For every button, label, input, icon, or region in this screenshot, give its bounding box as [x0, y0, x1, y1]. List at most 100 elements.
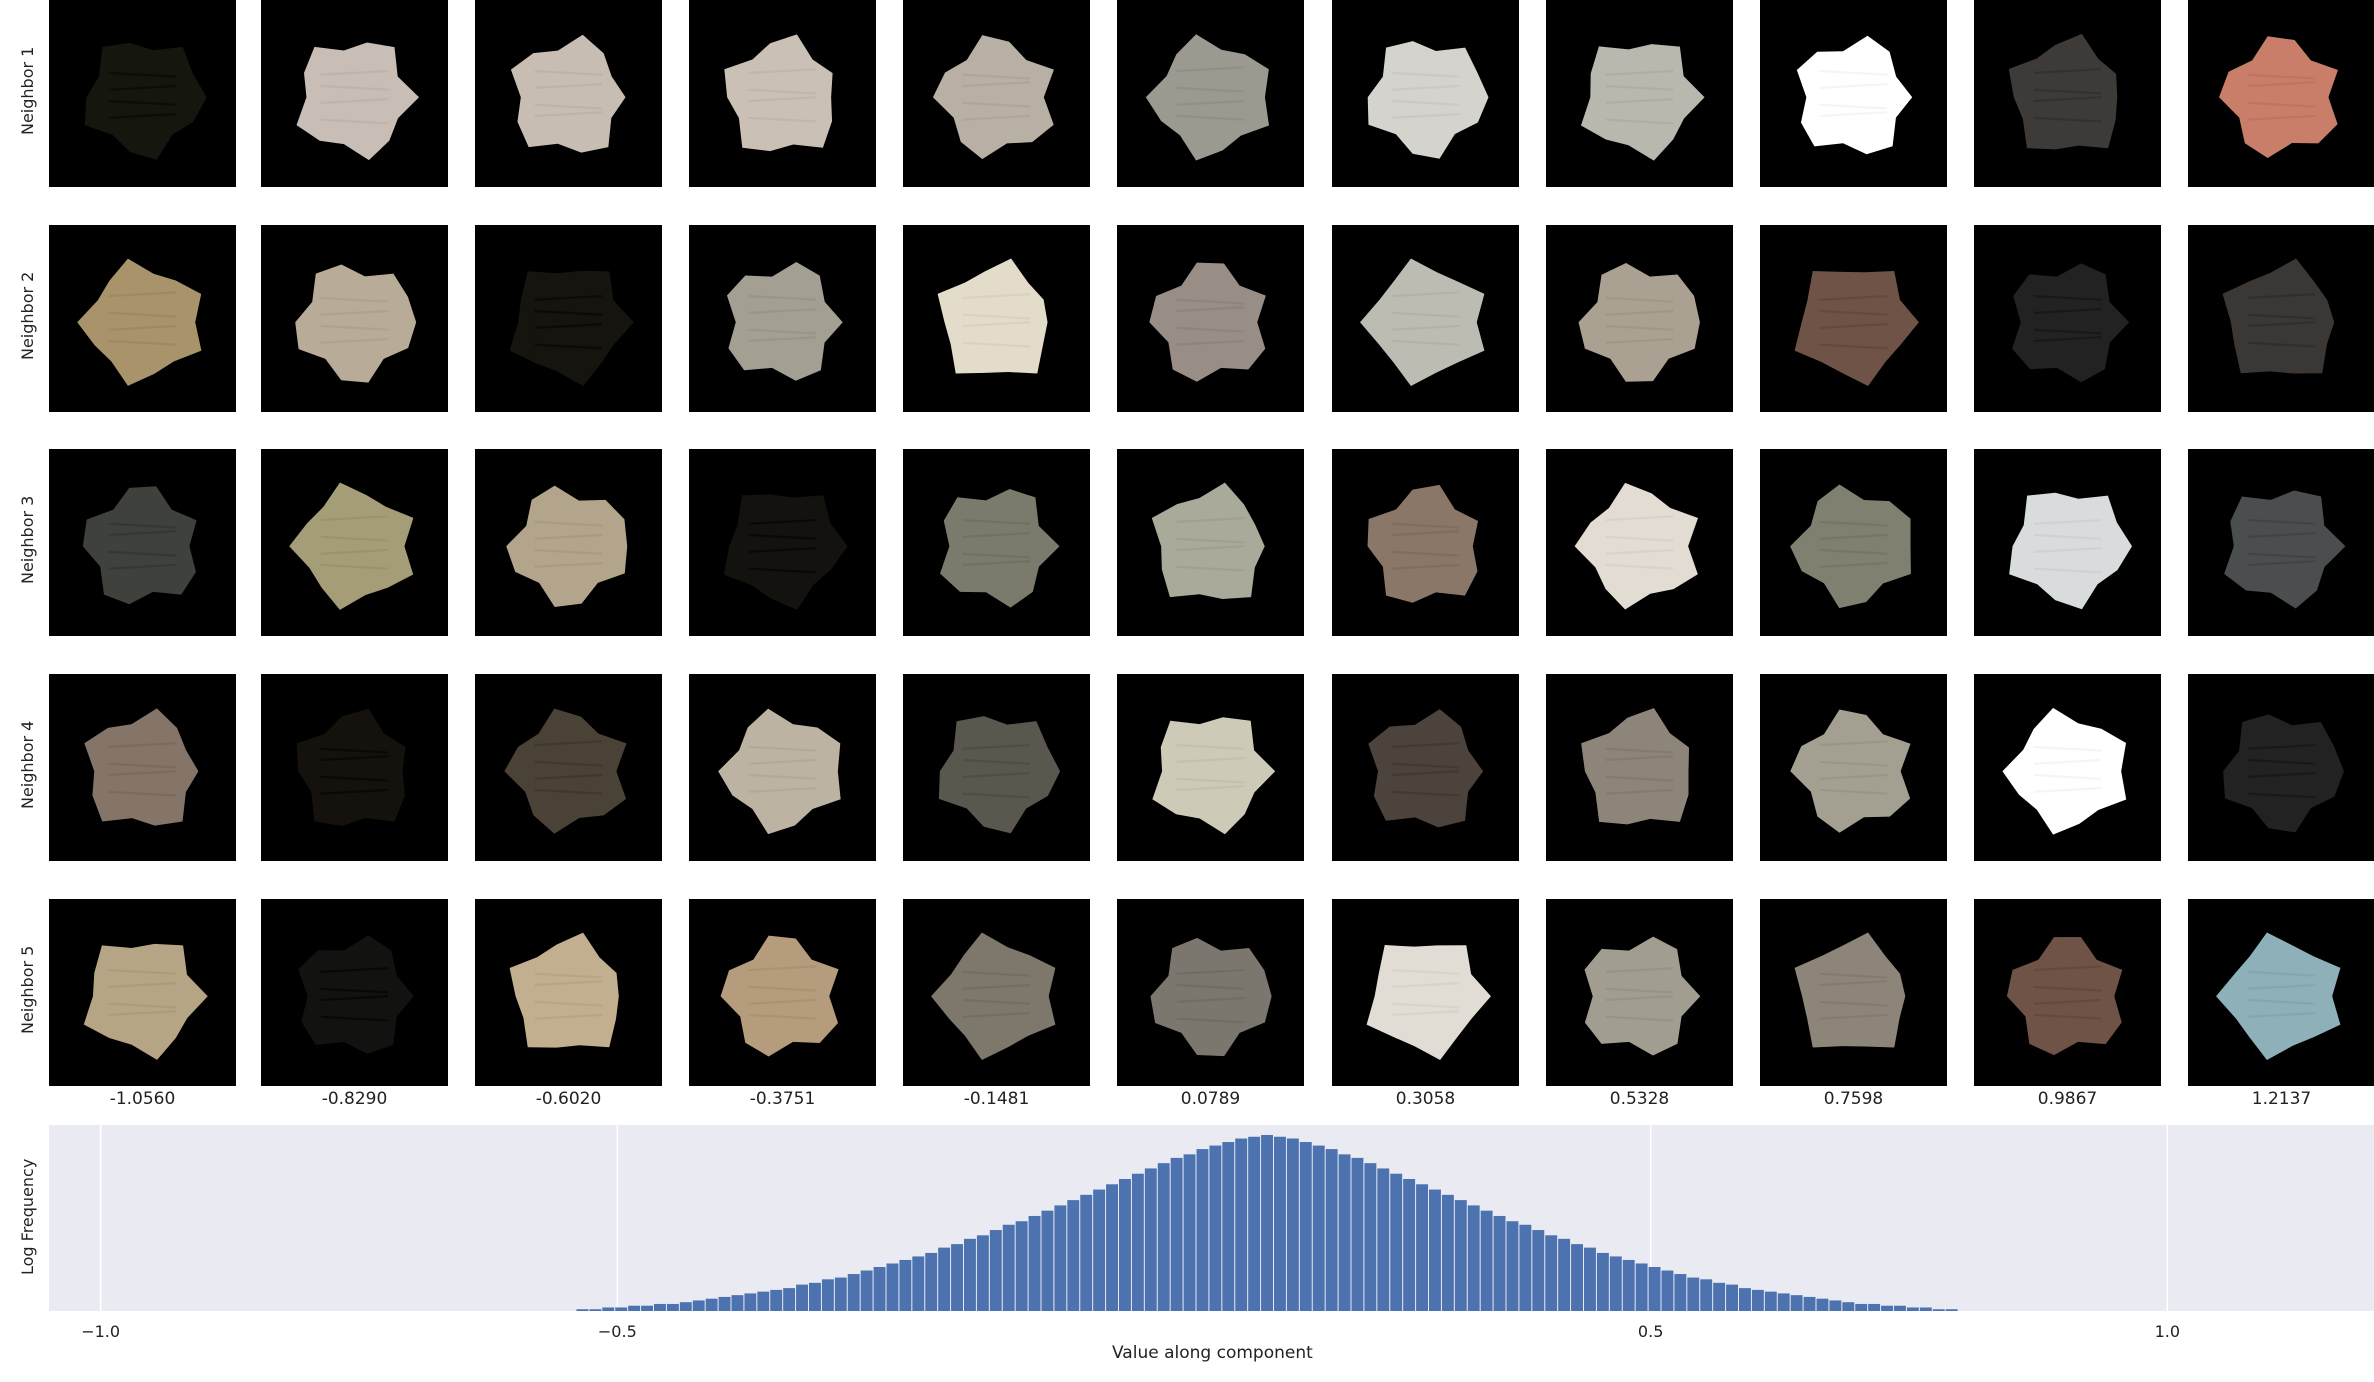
dark-patch-icon [296, 708, 406, 827]
textured-patch-icon [1584, 936, 1701, 1056]
brown-patch-icon [504, 708, 627, 834]
neighbor-tile-r5-c10 [1974, 899, 2161, 1086]
histogram-bar [692, 1300, 705, 1311]
beige-patch-icon [296, 42, 420, 161]
histogram-bar [1648, 1267, 1661, 1311]
neighbor-tile-r5-c2 [261, 899, 448, 1086]
neighbor-tile-r2-c1 [49, 225, 236, 412]
histogram-bar [718, 1296, 731, 1311]
x-tick-label: 1.0 [2154, 1322, 2181, 1341]
column-value-label: 0.7598 [1823, 1089, 1884, 1109]
white-patch-icon [2002, 707, 2127, 835]
histogram-bar [1661, 1270, 1674, 1311]
histogram-bar [912, 1256, 925, 1311]
histogram-bar [1726, 1284, 1738, 1311]
histogram-bar [1751, 1289, 1764, 1311]
histogram-bar [576, 1309, 589, 1311]
histogram-bar [1080, 1194, 1093, 1311]
neighbor-tile-r4-c9 [1760, 674, 1947, 861]
neighbor-tile-r2-c4 [689, 225, 876, 412]
row-label-neighbor-2: Neighbor 2 [18, 271, 37, 360]
histogram-bar [1196, 1149, 1209, 1311]
beige-patch-icon [510, 34, 626, 153]
histogram-bar [1480, 1210, 1493, 1311]
dark-patch-icon [84, 42, 207, 160]
beige-patch-icon [932, 35, 1054, 160]
histogram-bar [1286, 1138, 1299, 1311]
beige-patch-icon [1574, 482, 1699, 610]
grey-patch-icon [938, 716, 1061, 834]
striped-patch-icon [289, 482, 414, 610]
beige-patch-icon [724, 34, 833, 152]
histogram-bar [1467, 1205, 1480, 1311]
histogram-bar [757, 1291, 770, 1311]
neighbor-tile-r1-c4 [689, 0, 876, 187]
histogram-bar [821, 1279, 834, 1311]
histogram-bar [1906, 1307, 1919, 1311]
neighbor-tile-r4-c11 [2188, 674, 2374, 861]
dark-patch-icon [2008, 33, 2118, 150]
light-patch-icon [1152, 717, 1276, 835]
histogram-bar [1842, 1302, 1855, 1311]
dark-patch-icon [298, 935, 414, 1054]
histogram-bar [1170, 1157, 1183, 1311]
histogram-bar [666, 1303, 679, 1311]
neighbor-tile-r4-c10 [1974, 674, 2161, 861]
neighbor-tile-r2-c11 [2188, 225, 2374, 412]
histogram-bar [1777, 1293, 1790, 1311]
neighbor-tile-r4-c1 [49, 674, 236, 861]
histogram-bar [1364, 1163, 1377, 1311]
histogram-bar [615, 1307, 628, 1311]
neighbor-tile-r1-c8 [1546, 0, 1733, 187]
histogram-bar [796, 1284, 808, 1311]
histogram-bar [1119, 1179, 1131, 1311]
neighbor-tile-r4-c6 [1117, 674, 1304, 861]
column-value-label: -0.6020 [535, 1089, 602, 1109]
histogram-panel [49, 1125, 2374, 1311]
neighbor-tile-r1-c3 [475, 0, 662, 187]
neighbor-tile-r3-c9 [1760, 449, 1947, 636]
histogram-bar [1687, 1277, 1700, 1311]
dark-patch-icon [2012, 263, 2130, 383]
neighbor-tile-r1-c5 [903, 0, 1090, 187]
bag-patch-icon [1794, 932, 1906, 1048]
neighbor-tile-r3-c7 [1332, 449, 1519, 636]
textured-patch-icon [726, 262, 843, 381]
neighbor-tile-r5-c8 [1546, 899, 1733, 1086]
histogram-bar [679, 1302, 692, 1311]
column-value-label: 0.0789 [1180, 1089, 1241, 1109]
shelf-patch-icon [720, 935, 839, 1057]
histogram-bar [1493, 1215, 1506, 1311]
histogram-bar [964, 1238, 976, 1311]
histogram-bar [1377, 1168, 1390, 1311]
beige-patch-icon [1578, 262, 1700, 382]
textured-patch-icon [937, 258, 1048, 374]
histogram-bar [976, 1235, 989, 1311]
x-tick-label: 0.5 [1637, 1322, 1664, 1341]
histogram-bar [1596, 1252, 1609, 1311]
histogram-bar [1816, 1298, 1829, 1311]
row-label-neighbor-1: Neighbor 1 [18, 46, 37, 135]
histogram-bar [1222, 1142, 1235, 1311]
textured-patch-icon [1360, 258, 1485, 387]
neighbor-tile-r3-c2 [261, 449, 448, 636]
grey-patch-icon [1151, 482, 1265, 599]
histogram-bar [1106, 1184, 1118, 1311]
histogram-bar [1945, 1309, 1958, 1311]
histogram-bar [1183, 1154, 1196, 1311]
grey-patch-icon [1790, 484, 1911, 609]
histogram-bar [860, 1270, 873, 1311]
histogram-bar [1584, 1247, 1596, 1311]
histogram-bar [641, 1305, 653, 1311]
dark-patch-icon [2223, 714, 2344, 833]
white-patch-icon [1796, 35, 1913, 155]
histogram-bar [1674, 1274, 1687, 1311]
histogram-bar [1261, 1135, 1273, 1311]
column-value-label: 0.9867 [2037, 1089, 2098, 1109]
dark-patch-icon [2222, 258, 2335, 374]
column-value-label: 0.3058 [1395, 1089, 1456, 1109]
histogram-bar [1312, 1145, 1325, 1311]
neighbor-tile-r4-c5 [903, 674, 1090, 861]
histogram-bar [1131, 1173, 1144, 1311]
brown-patch-icon [1368, 709, 1484, 828]
